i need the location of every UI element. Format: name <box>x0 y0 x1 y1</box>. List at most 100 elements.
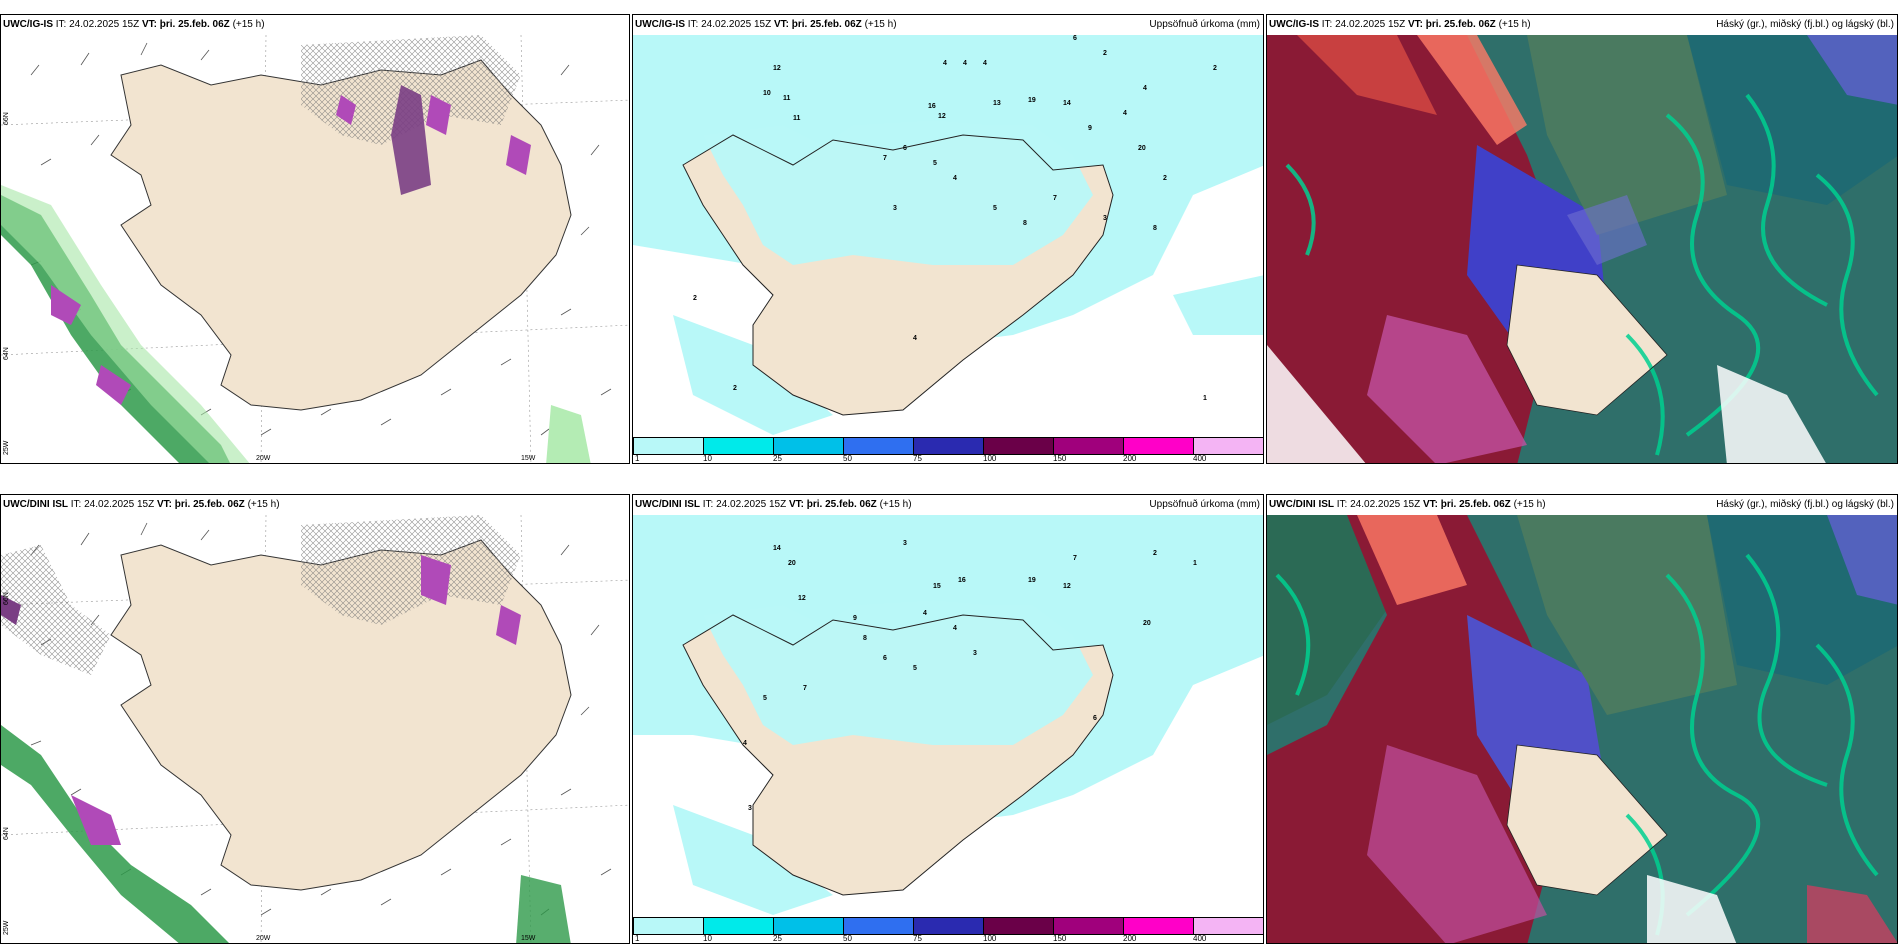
cbar-swatch <box>633 917 705 935</box>
precip-value: 3 <box>1103 215 1107 222</box>
precip-value: 3 <box>973 650 977 657</box>
precip-value: 4 <box>913 335 917 342</box>
precip-value: 12 <box>1063 583 1071 590</box>
precip-value: 2 <box>733 385 737 392</box>
lat-64n: 64N <box>3 347 10 360</box>
panel-header: UWC/IG-IS IT: 24.02.2025 15Z VT: þri. 25… <box>3 19 265 30</box>
cbar-swatch <box>1193 437 1263 455</box>
precip-value: 1 <box>1193 560 1197 567</box>
cbar-label: 100 <box>983 934 997 943</box>
cbar-label: 100 <box>983 454 997 463</box>
lat-66n: 66N <box>3 592 10 605</box>
precip-value: 19 <box>1028 97 1036 104</box>
precip-value: 3 <box>903 540 907 547</box>
cbar-label: 10 <box>703 934 712 943</box>
precip-value: 7 <box>883 155 887 162</box>
lon-20w: 20W <box>256 455 271 462</box>
cbar-label: 200 <box>1123 934 1137 943</box>
panel-cloud-bottom: UWC/DINI ISL IT: 24.02.2025 15Z VT: þri.… <box>1266 494 1898 944</box>
panel-cloud-top: UWC/IG-IS IT: 24.02.2025 15Z VT: þri. 25… <box>1266 14 1898 464</box>
cbar-swatch <box>703 437 775 455</box>
cbar-label: 400 <box>1193 934 1207 943</box>
precip-value: 2 <box>1103 50 1107 57</box>
precip-value: 2 <box>1213 65 1217 72</box>
cbar-swatch <box>1053 437 1125 455</box>
precip-value: 7 <box>1053 195 1057 202</box>
panel-wind-bottom: UWC/DINI ISL IT: 24.02.2025 15Z VT: þri.… <box>0 494 630 944</box>
cloud-map <box>1267 35 1897 463</box>
cbar-swatch <box>1193 917 1263 935</box>
cbar-label: 75 <box>913 934 922 943</box>
precip-value: 4 <box>953 175 957 182</box>
colorbar: 1 10 25 50 75 100 150 200 400 <box>633 917 1263 943</box>
precip-value: 6 <box>1093 715 1097 722</box>
cbar-label: 75 <box>913 454 922 463</box>
precip-value: 12 <box>773 65 781 72</box>
precip-value: 4 <box>1143 85 1147 92</box>
lon-20w: 20W <box>256 935 271 942</box>
precip-value: 14 <box>773 545 781 552</box>
cbar-label: 10 <box>703 454 712 463</box>
panel-header: UWC/DINI ISL IT: 24.02.2025 15Z VT: þri.… <box>635 499 1260 510</box>
cbar-label: 400 <box>1193 454 1207 463</box>
precip-value: 15 <box>933 583 941 590</box>
cbar-label: 50 <box>843 454 852 463</box>
precip-value: 20 <box>788 560 796 567</box>
cbar-swatch <box>1123 917 1195 935</box>
panel-precip-top: UWC/IG-IS IT: 24.02.2025 15Z VT: þri. 25… <box>632 14 1264 464</box>
cbar-swatch <box>773 917 845 935</box>
precip-value: 4 <box>743 740 747 747</box>
colorbar: 1 10 25 50 75 100 150 200 400 <box>633 437 1263 463</box>
precip-value: 19 <box>1028 577 1036 584</box>
cbar-swatch <box>1123 437 1195 455</box>
precip-value: 13 <box>993 100 1001 107</box>
panel-header: UWC/IG-IS IT: 24.02.2025 15Z VT: þri. 25… <box>635 19 1260 30</box>
cbar-swatch <box>1053 917 1125 935</box>
precip-value: 6 <box>903 145 907 152</box>
cbar-swatch <box>843 437 915 455</box>
cloud-map <box>1267 515 1897 943</box>
panel-header: UWC/IG-IS IT: 24.02.2025 15Z VT: þri. 25… <box>1267 15 1897 35</box>
precip-value: 5 <box>763 695 767 702</box>
cbar-swatch <box>703 917 775 935</box>
precip-value: 2 <box>1153 550 1157 557</box>
panel-header: UWC/DINI ISL IT: 24.02.2025 15Z VT: þri.… <box>3 499 280 510</box>
cbar-swatch <box>633 437 705 455</box>
panel-wind-top: UWC/IG-IS IT: 24.02.2025 15Z VT: þri. 25… <box>0 14 630 464</box>
lon-15w: 15W <box>521 935 536 942</box>
precip-value: 4 <box>923 610 927 617</box>
precip-value: 7 <box>1073 555 1077 562</box>
cbar-label: 50 <box>843 934 852 943</box>
precip-value: 8 <box>863 635 867 642</box>
lon-15w: 15W <box>521 455 536 462</box>
precip-value: 4 <box>963 60 967 67</box>
precip-value: 4 <box>983 60 987 67</box>
wind-map <box>1 34 629 463</box>
precip-value: 14 <box>1063 100 1071 107</box>
cbar-label: 150 <box>1053 454 1067 463</box>
precip-value: 12 <box>938 113 946 120</box>
precip-map <box>633 515 1263 915</box>
precip-value: 6 <box>1073 35 1077 42</box>
precip-value: 9 <box>853 615 857 622</box>
cbar-swatch <box>913 437 985 455</box>
precip-map <box>633 35 1263 435</box>
precip-value: 2 <box>693 295 697 302</box>
lon-25w: 25W <box>3 440 10 455</box>
cbar-label: 25 <box>773 934 782 943</box>
cbar-swatch <box>843 917 915 935</box>
precip-value: 3 <box>748 805 752 812</box>
cbar-swatch <box>773 437 845 455</box>
precip-value: 5 <box>933 160 937 167</box>
cbar-label: 150 <box>1053 934 1067 943</box>
precip-value: 10 <box>763 90 771 97</box>
cbar-label: 200 <box>1123 454 1137 463</box>
precip-value: 6 <box>883 655 887 662</box>
precip-value: 1 <box>1203 395 1207 402</box>
precip-value: 5 <box>993 205 997 212</box>
cbar-swatch <box>983 437 1055 455</box>
cbar-label: 1 <box>635 934 640 943</box>
precip-value: 8 <box>1023 220 1027 227</box>
precip-value: 20 <box>1143 620 1151 627</box>
precip-value: 5 <box>913 665 917 672</box>
